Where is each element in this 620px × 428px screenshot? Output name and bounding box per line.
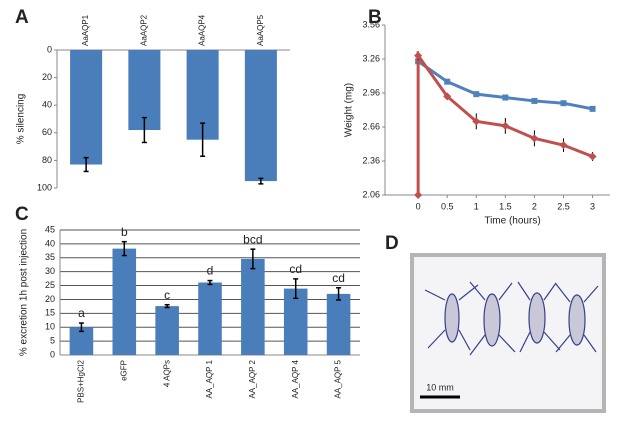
- x-tick-label: AaAQP1: [81, 14, 90, 46]
- y-tick-label: 2.36: [362, 155, 380, 165]
- bar: [112, 248, 137, 355]
- x-tick-label: 1: [474, 201, 479, 211]
- point: [414, 191, 423, 199]
- x-tick-label: 2: [532, 201, 537, 211]
- x-tick-label: AaAQP2: [139, 14, 148, 46]
- point: [560, 100, 567, 107]
- x-tick-label: AA_AQP 4: [291, 359, 300, 398]
- point: [559, 141, 568, 150]
- y-tick-label: 80: [42, 155, 52, 165]
- y-tick-label: 60: [42, 127, 52, 137]
- y-tick-label: 30: [45, 266, 55, 276]
- point: [588, 152, 597, 161]
- point: [472, 117, 481, 126]
- bar: [128, 50, 161, 131]
- point: [473, 91, 480, 98]
- bar: [155, 306, 179, 355]
- bar: [241, 258, 265, 355]
- point: [589, 105, 596, 112]
- significance-letter: c: [164, 288, 170, 302]
- significance-letter: bcd: [243, 232, 262, 246]
- x-tick-label: 4 AQPs: [162, 360, 171, 387]
- x-tick-label: AA_AQP 2: [248, 359, 257, 398]
- y-axis-label: % excretion 1h post injection: [19, 229, 30, 356]
- y-tick-label: 40: [42, 100, 52, 110]
- y-tick-label: 35: [45, 252, 55, 262]
- photo-insects: [424, 281, 599, 356]
- bar: [198, 282, 222, 355]
- bar: [69, 327, 94, 355]
- panel-label: D: [385, 233, 399, 254]
- y-axis-label: Weight (mg): [344, 83, 355, 137]
- significance-letter: a: [78, 306, 85, 320]
- bar: [244, 50, 277, 182]
- x-tick-label: 1.5: [499, 201, 512, 211]
- point: [531, 97, 538, 104]
- significance-letter: cd: [289, 262, 302, 276]
- significance-letter: b: [121, 225, 128, 239]
- point: [444, 78, 451, 85]
- series-line: [416, 50, 594, 195]
- x-tick-label: AA_AQP 5: [334, 359, 343, 398]
- y-tick-label: 45: [45, 224, 55, 234]
- x-tick-label: PBS+HgCl2: [77, 359, 86, 402]
- scale-bar-label: 10 mm: [426, 382, 454, 392]
- y-tick-label: 5: [50, 335, 55, 345]
- y-tick-label: 3.56: [362, 19, 380, 29]
- x-tick-label: 0: [416, 201, 421, 211]
- y-tick-label: 2.66: [362, 121, 380, 131]
- panel-label: C: [15, 204, 29, 225]
- panel-label: A: [15, 7, 29, 28]
- y-tick-label: 3.26: [362, 53, 380, 63]
- bar: [70, 50, 103, 165]
- y-tick-label: 2.06: [362, 189, 380, 199]
- x-tick-label: 0.5: [441, 201, 454, 211]
- y-tick-label: 0: [47, 44, 52, 54]
- point: [414, 51, 423, 60]
- y-tick-label: 40: [45, 238, 55, 248]
- y-tick-label: 20: [45, 294, 55, 304]
- x-tick-label: eGFP: [119, 360, 128, 381]
- x-tick-label: AaAQP4: [198, 14, 207, 46]
- point: [443, 92, 452, 101]
- y-tick-label: 20: [42, 72, 52, 82]
- x-axis-label: Time (hours): [484, 216, 540, 227]
- bar: [326, 293, 351, 355]
- y-tick-label: 10: [45, 322, 55, 332]
- point: [530, 134, 539, 143]
- point: [502, 94, 509, 101]
- y-tick-label: 15: [45, 308, 55, 318]
- x-tick-label: AaAQP5: [256, 14, 265, 46]
- point: [501, 121, 510, 130]
- y-tick-label: 2.96: [362, 87, 380, 97]
- x-tick-label: AA_AQP 1: [205, 359, 214, 398]
- x-tick-label: 3: [590, 201, 595, 211]
- y-axis-label: % silencing: [16, 94, 27, 145]
- significance-letter: d: [207, 264, 214, 278]
- y-tick-label: 0: [50, 349, 55, 359]
- x-tick-label: 2.5: [557, 201, 570, 211]
- y-tick-label: 100: [37, 182, 52, 192]
- y-tick-label: 25: [45, 280, 55, 290]
- significance-letter: cd: [332, 271, 345, 285]
- panel-label: B: [368, 7, 382, 28]
- bar: [283, 288, 308, 355]
